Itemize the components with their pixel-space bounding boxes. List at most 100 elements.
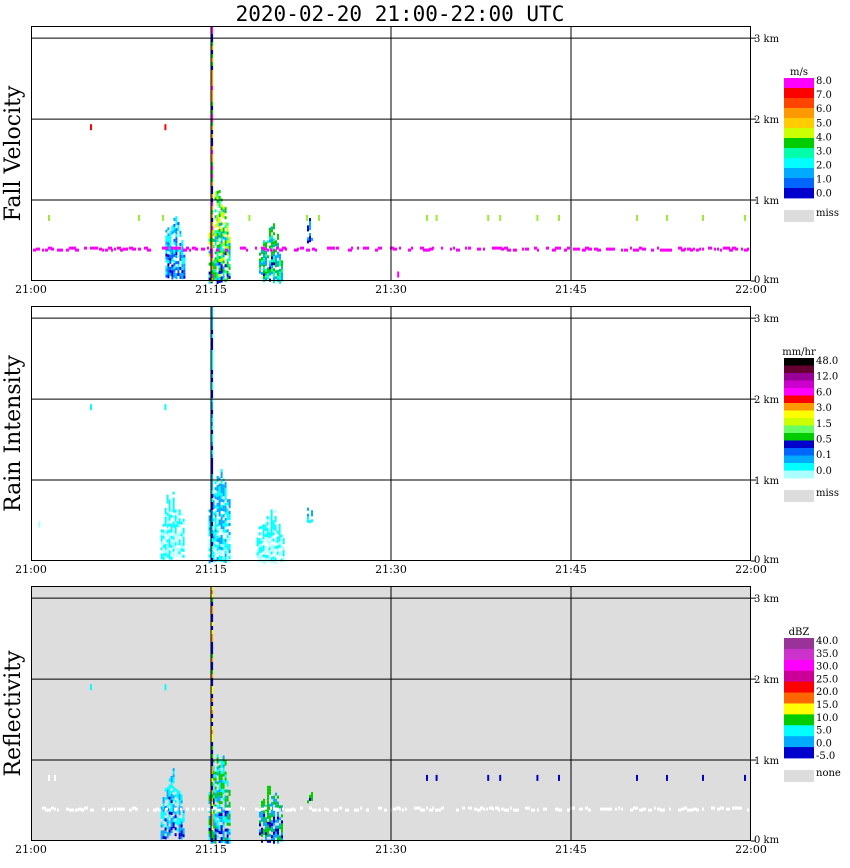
pixel [45, 248, 48, 252]
pixel [274, 560, 277, 564]
pixel [399, 807, 401, 811]
pixel [275, 834, 277, 838]
pixel [216, 811, 219, 815]
pixel [220, 819, 223, 823]
pixel [164, 555, 167, 559]
pixel [228, 502, 231, 505]
pixel [272, 544, 275, 548]
pixel [275, 270, 277, 274]
pixel [271, 238, 273, 242]
legend-swatch [784, 410, 814, 419]
pixel [222, 755, 225, 759]
pixel [169, 266, 172, 270]
pixel [178, 791, 181, 795]
pixel [212, 792, 215, 796]
pixel [309, 227, 311, 231]
pixel [226, 228, 229, 232]
pixel [278, 544, 281, 548]
pixel [270, 521, 273, 525]
pixel [207, 246, 209, 250]
pixel [275, 249, 277, 253]
pixel [271, 253, 273, 257]
pixel [160, 812, 163, 816]
pixel [273, 813, 275, 817]
pixel [208, 554, 211, 558]
pixel [210, 378, 214, 382]
pixel [170, 535, 173, 539]
pixel [354, 808, 358, 812]
pixel [259, 814, 261, 818]
pixel [168, 802, 171, 806]
pixel [180, 827, 183, 831]
pixel [220, 258, 223, 262]
pixel [271, 241, 273, 245]
pixel [216, 790, 219, 794]
pixel [271, 811, 273, 815]
pixel [228, 556, 231, 559]
pixel [220, 234, 223, 238]
pixel [165, 250, 168, 254]
pixel [181, 255, 184, 259]
pixel [180, 794, 183, 798]
pixel [186, 246, 189, 250]
pixel [261, 251, 263, 254]
pixel [212, 819, 215, 823]
legend-swatch [784, 747, 814, 759]
pixel [175, 273, 178, 277]
pixel [276, 545, 279, 549]
pixel [564, 248, 567, 252]
pixel [208, 557, 211, 561]
pixel [178, 542, 181, 546]
pixel [268, 541, 271, 545]
pixel [266, 528, 269, 532]
pixel [222, 260, 225, 264]
pixel [216, 197, 219, 200]
pixel [285, 247, 287, 251]
pixel [220, 481, 223, 484]
pixel [243, 807, 245, 811]
pixel [214, 251, 217, 255]
pixel [558, 774, 560, 781]
pixel [226, 514, 229, 518]
pixel [160, 806, 163, 810]
pixel [281, 820, 283, 824]
pixel [210, 470, 214, 474]
pixel [75, 808, 78, 812]
pixel [218, 220, 221, 223]
pixel [222, 514, 225, 518]
pixel [172, 774, 175, 778]
pixel [208, 509, 211, 513]
pixel [218, 765, 221, 769]
pixel [414, 806, 418, 810]
pixel [216, 829, 219, 833]
pixel [174, 518, 177, 522]
legend-label: 7.0 [816, 90, 832, 101]
pixel [270, 533, 273, 537]
pixel [666, 248, 670, 252]
pixel [162, 544, 165, 548]
pixel [243, 246, 246, 250]
pixel [165, 271, 168, 275]
pixel [179, 242, 182, 246]
pixel [528, 806, 530, 810]
pixel [228, 828, 231, 832]
pixel [210, 66, 214, 70]
pixel [166, 823, 169, 827]
pixel [214, 816, 217, 820]
pixel [271, 262, 273, 266]
pixel [270, 530, 273, 534]
pixel [210, 602, 214, 606]
pixel [240, 246, 244, 250]
pixel [216, 194, 219, 197]
pixel [178, 509, 181, 513]
pixel [256, 555, 259, 559]
pixel [214, 789, 217, 793]
pixel [273, 807, 277, 811]
pixel [220, 550, 223, 553]
pixel [271, 796, 273, 800]
pixel [212, 268, 215, 272]
echo-dots [426, 774, 746, 781]
pixel [262, 548, 265, 552]
pixel [179, 257, 182, 261]
pixel [278, 532, 281, 536]
